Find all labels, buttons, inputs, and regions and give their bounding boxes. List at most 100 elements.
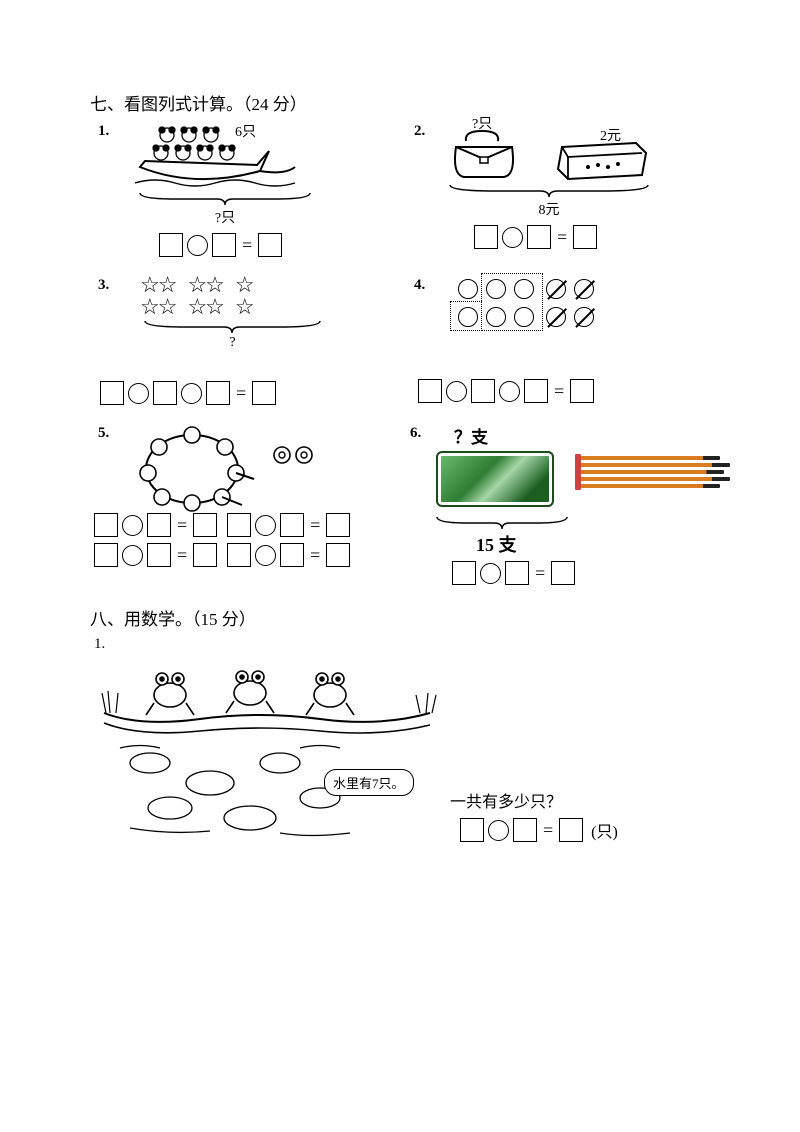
input-box[interactable] [418,379,442,403]
section7-title: 七、看图列式计算。（24 分） [90,90,710,115]
boat-illustration: 6只 [135,121,315,191]
input-box[interactable] [505,561,529,585]
p4-equation: = [418,379,694,403]
operator-circle[interactable] [499,381,520,402]
input-box[interactable] [280,513,304,537]
equals-sign: = [234,383,248,404]
operator-circle[interactable] [122,545,143,566]
problem-number-3: 3. [98,277,109,294]
p1-top-label: 6只 [235,121,256,141]
p6-bottom-label: 15 支 [476,531,710,557]
pond-illustration: 水里有7只。 [100,653,440,843]
input-box[interactable] [573,225,597,249]
input-box[interactable] [193,543,217,567]
input-box[interactable] [551,561,575,585]
input-box[interactable] [460,818,484,842]
input-box[interactable] [258,233,282,257]
p1-equation: = [159,233,380,257]
input-box[interactable] [94,543,118,567]
input-box[interactable] [524,379,548,403]
equals-sign: = [308,515,322,536]
input-box[interactable] [100,381,124,405]
p8-1-equation: = (只) [460,818,618,842]
input-box[interactable] [206,381,230,405]
operator-circle[interactable] [181,383,202,404]
equals-sign: = [533,563,547,584]
row-5-6: 5. [90,423,710,585]
input-box[interactable] [513,818,537,842]
input-box[interactable] [559,818,583,842]
problem-number-2: 2. [414,123,425,140]
problem-2: 2. ?只 [414,121,694,257]
p3-bottom-label: ? [140,335,325,351]
problem-4: 4. [414,275,694,405]
p1-brace [135,191,315,207]
p6-brace [432,515,572,531]
input-box[interactable] [570,379,594,403]
equals-sign: = [175,545,189,566]
input-box[interactable] [147,543,171,567]
problem-number-4: 4. [414,277,425,294]
row-3-4: 3. ☆☆ ☆☆ ☆ ☆☆ ☆☆ ☆ ? [90,275,710,405]
input-box[interactable] [212,233,236,257]
p6-equation: = [452,561,710,585]
equals-sign: = [541,820,555,841]
p8-1-question: 一共有多少只？ [450,788,618,812]
worksheet-page: 七、看图列式计算。（24 分） 1. [0,0,800,1132]
p5-eqn-4: = [227,543,350,567]
problem-5: 5. [90,423,376,585]
problem-1: 1. [90,121,380,257]
input-box[interactable] [227,513,251,537]
input-box[interactable] [153,381,177,405]
operator-circle[interactable] [187,235,208,256]
input-box[interactable] [527,225,551,249]
operator-circle[interactable] [446,381,467,402]
operator-circle[interactable] [255,515,276,536]
p2-equation: = [474,225,694,249]
operator-circle[interactable] [480,563,501,584]
p2-right-label: 2元 [600,125,621,145]
equals-sign: = [308,545,322,566]
p6-items [430,445,720,515]
problem-number-8-1: 1. [94,636,710,653]
input-box[interactable] [252,381,276,405]
p2-left-label: ?只 [472,113,492,133]
section8-title: 八、用数学。（15 分） [90,605,710,630]
bubble-text: 水里有7只。 [333,776,405,791]
input-box[interactable] [227,543,251,567]
input-box[interactable] [452,561,476,585]
p2-brace [444,183,654,199]
p4-circles [454,275,694,335]
speech-bubble: 水里有7只。 [324,769,414,796]
operator-circle[interactable] [122,515,143,536]
input-box[interactable] [94,513,118,537]
problem-6: 6. ？支 [410,423,710,585]
p5-eqn-3: = [94,543,217,567]
input-box[interactable] [326,513,350,537]
p2-bottom-label: 8元 [444,199,654,219]
operator-circle[interactable] [128,383,149,404]
equals-sign: = [240,235,254,256]
input-box[interactable] [474,225,498,249]
operator-circle[interactable] [255,545,276,566]
row-1-2: 1. [90,121,710,257]
input-box[interactable] [471,379,495,403]
problem-3: 3. ☆☆ ☆☆ ☆ ☆☆ ☆☆ ☆ ? [90,275,380,405]
p8-1-answer-area: 一共有多少只？ = (只) [450,788,618,842]
input-box[interactable] [280,543,304,567]
input-box[interactable] [159,233,183,257]
equals-sign: = [555,227,569,248]
p2-items: ?只 2元 [444,121,654,183]
input-box[interactable] [326,543,350,567]
equals-sign: = [175,515,189,536]
operator-circle[interactable] [488,820,509,841]
problem-8-1: 1. [90,636,710,843]
p3-equation: = [100,381,380,405]
operator-circle[interactable] [502,227,523,248]
p8-1-unit: (只) [591,818,618,842]
p3-brace [140,319,325,335]
input-box[interactable] [147,513,171,537]
input-box[interactable] [193,513,217,537]
p5-eqn-1: = [94,513,217,537]
p5-eqn-2: = [227,513,350,537]
